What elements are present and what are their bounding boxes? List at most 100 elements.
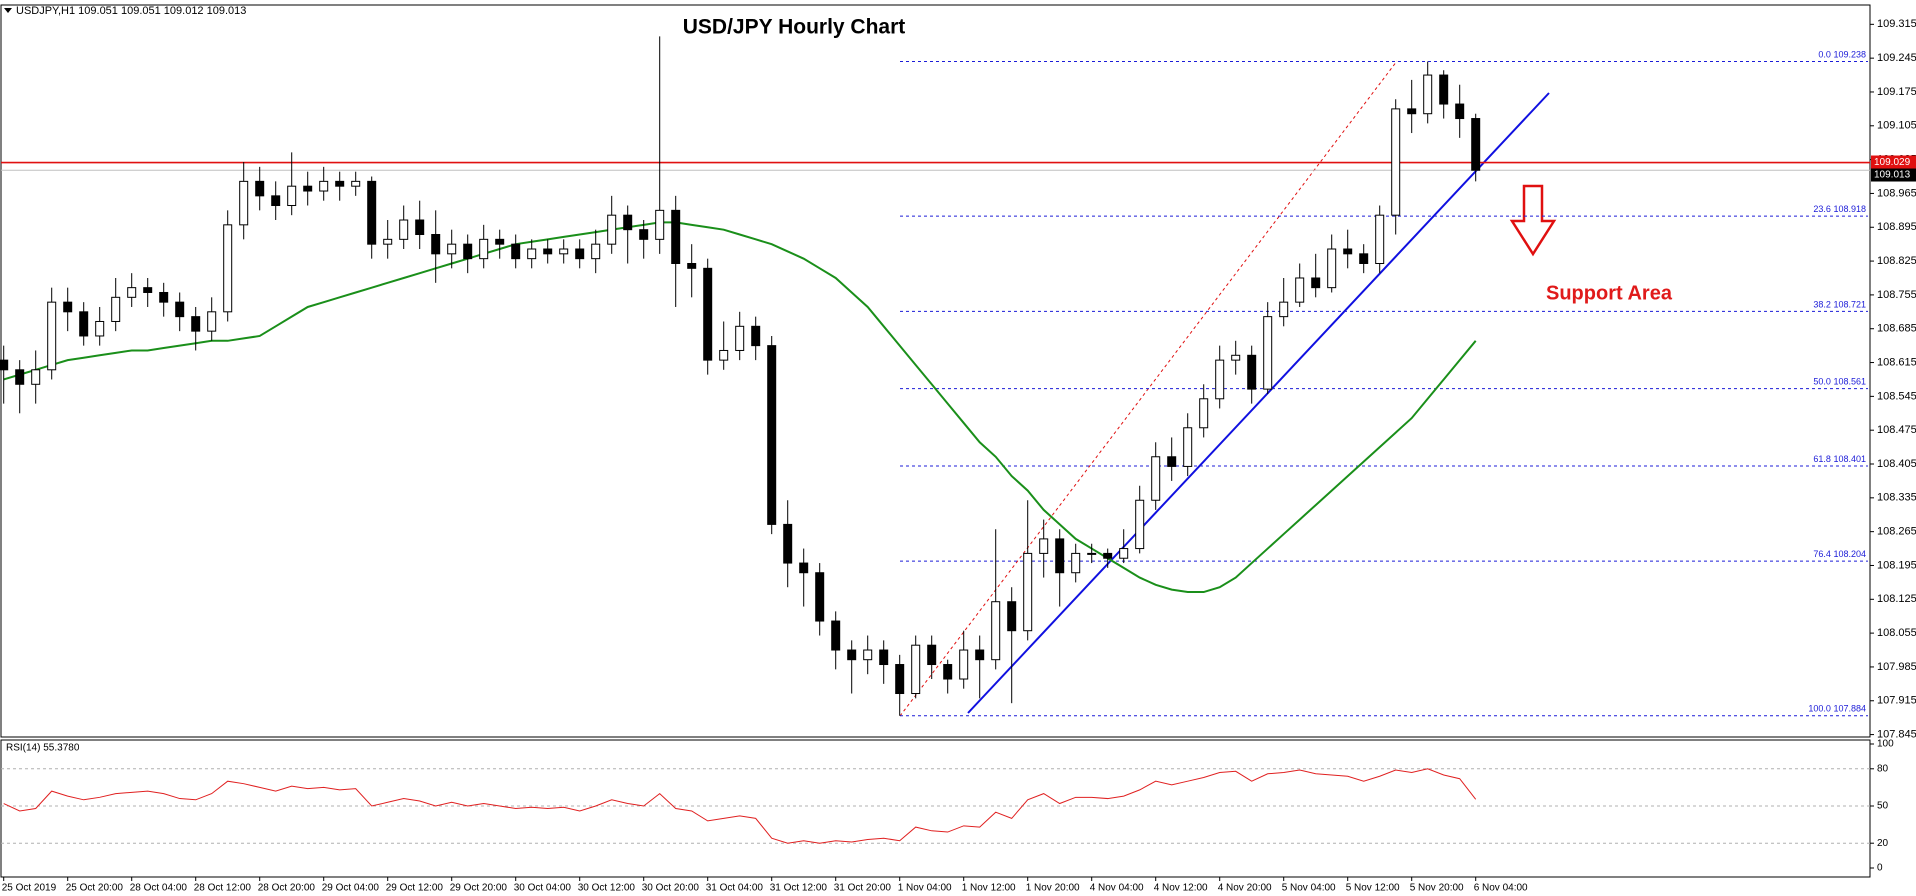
fib-value: 108.401 — [1833, 454, 1866, 464]
candle-body — [31, 369, 41, 385]
candle-body — [719, 349, 729, 361]
y-tick-label: 107.845 — [1877, 728, 1916, 740]
x-tick-label: 30 Oct 12:00 — [578, 883, 636, 894]
y-tick-label: 108.545 — [1877, 390, 1916, 402]
candle-body — [383, 238, 393, 245]
candle-body — [1471, 118, 1481, 171]
candle-body — [207, 311, 217, 332]
candle-body — [943, 664, 953, 680]
x-tick-label: 31 Oct 12:00 — [770, 883, 828, 894]
candle-body — [911, 644, 921, 695]
y-tick-label: 107.915 — [1877, 695, 1916, 707]
x-tick-label: 1 Nov 20:00 — [1026, 883, 1080, 894]
y-tick-label: 108.965 — [1877, 187, 1916, 199]
candle-body — [447, 243, 457, 255]
fib-value: 108.918 — [1833, 205, 1866, 215]
candle-body — [79, 311, 89, 337]
candle-body — [543, 248, 553, 255]
candle-body — [703, 267, 713, 361]
candle-body — [575, 248, 585, 260]
candle-body — [1279, 301, 1289, 318]
x-tick-label: 31 Oct 20:00 — [834, 883, 892, 894]
y-tick-label: 108.895 — [1877, 221, 1916, 233]
rsi-label: RSI(14) 55.3780 — [6, 743, 80, 754]
candle-body — [1151, 456, 1161, 501]
menu-triangle[interactable] — [4, 8, 12, 13]
candle-body — [623, 214, 633, 231]
x-tick-label: 6 Nov 04:00 — [1474, 883, 1528, 894]
candle-body — [271, 195, 281, 207]
x-tick-label: 25 Oct 2019 — [2, 883, 57, 894]
main-panel-frame — [0, 4, 1871, 738]
chart-header: USDJPY,H1 109.051 109.051 109.012 109.01… — [16, 5, 246, 17]
fib-label: 23.6 108.918 — [1813, 205, 1866, 215]
moving-average — [3, 221, 1477, 594]
x-tick-label: 1 Nov 12:00 — [962, 883, 1016, 894]
y-tick-label: 108.335 — [1877, 492, 1916, 504]
x-tick-label: 1 Nov 04:00 — [898, 883, 952, 894]
candle-body — [1423, 74, 1433, 115]
candle-body — [0, 359, 9, 371]
candle-body — [591, 243, 601, 260]
x-tick-label: 4 Nov 20:00 — [1218, 883, 1272, 894]
candle-body — [127, 287, 137, 298]
candle-body — [1455, 103, 1465, 120]
x-tick-label: 28 Oct 12:00 — [194, 883, 252, 894]
y-tick-label: 108.265 — [1877, 526, 1916, 538]
rsi-tick-label: 80 — [1877, 763, 1889, 774]
candle-body — [495, 238, 505, 245]
y-tick-label: 109.315 — [1877, 18, 1916, 30]
fib-ratio: 76.4 — [1813, 550, 1831, 560]
fib-ratio: 61.8 — [1813, 454, 1831, 464]
candle-body — [511, 243, 521, 260]
candle-body — [927, 644, 937, 666]
candle-body — [527, 248, 537, 260]
rsi-tick-label: 50 — [1877, 801, 1889, 812]
candle-body — [1407, 108, 1417, 115]
rsi-tick-label: 100 — [1877, 739, 1894, 750]
candle-body — [303, 185, 313, 192]
candle-body — [479, 238, 489, 260]
candle-body — [159, 291, 169, 303]
candle-body — [223, 224, 233, 313]
x-tick-label: 4 Nov 04:00 — [1090, 883, 1144, 894]
candle-body — [463, 243, 473, 260]
fib-label: 61.8 108.401 — [1813, 454, 1866, 464]
fib-label: 100.0 107.884 — [1808, 704, 1866, 714]
y-tick-label: 108.195 — [1877, 559, 1916, 571]
candle-body — [1167, 456, 1177, 467]
candle-body — [1071, 552, 1081, 574]
x-tick-label: 29 Oct 04:00 — [322, 883, 380, 894]
fib-label: 50.0 108.561 — [1813, 377, 1866, 387]
candle-body — [639, 229, 649, 240]
down-arrow — [1509, 184, 1557, 257]
candle-body — [1391, 108, 1401, 216]
candle-body — [1231, 354, 1241, 361]
x-tick-label: 29 Oct 20:00 — [450, 883, 508, 894]
y-tick-label: 108.615 — [1877, 356, 1916, 368]
candle-body — [1183, 427, 1193, 467]
candle-body — [735, 325, 745, 351]
candle-body — [111, 296, 121, 322]
fib-value: 107.884 — [1833, 704, 1866, 714]
x-tick-label: 5 Nov 20:00 — [1410, 883, 1464, 894]
candle-body — [1087, 552, 1097, 555]
fib-label: 0.0 109.238 — [1818, 50, 1866, 60]
candle-body — [687, 262, 697, 269]
y-tick-label: 109.105 — [1877, 120, 1916, 132]
candle-body — [143, 287, 153, 293]
x-tick-label: 28 Oct 20:00 — [258, 883, 316, 894]
y-tick-label: 109.245 — [1877, 52, 1916, 64]
resistance-label: 109.029 — [1874, 157, 1911, 168]
x-tick-label: 25 Oct 20:00 — [66, 883, 124, 894]
candle-body — [671, 209, 681, 264]
fib-ratio: 50.0 — [1813, 377, 1831, 387]
candle-body — [655, 209, 665, 240]
candle-body — [1007, 601, 1017, 632]
candle-body — [1263, 316, 1273, 390]
candle-body — [319, 180, 329, 192]
candle-body — [975, 649, 985, 661]
candle-body — [47, 301, 57, 371]
y-tick-label: 108.475 — [1877, 424, 1916, 436]
